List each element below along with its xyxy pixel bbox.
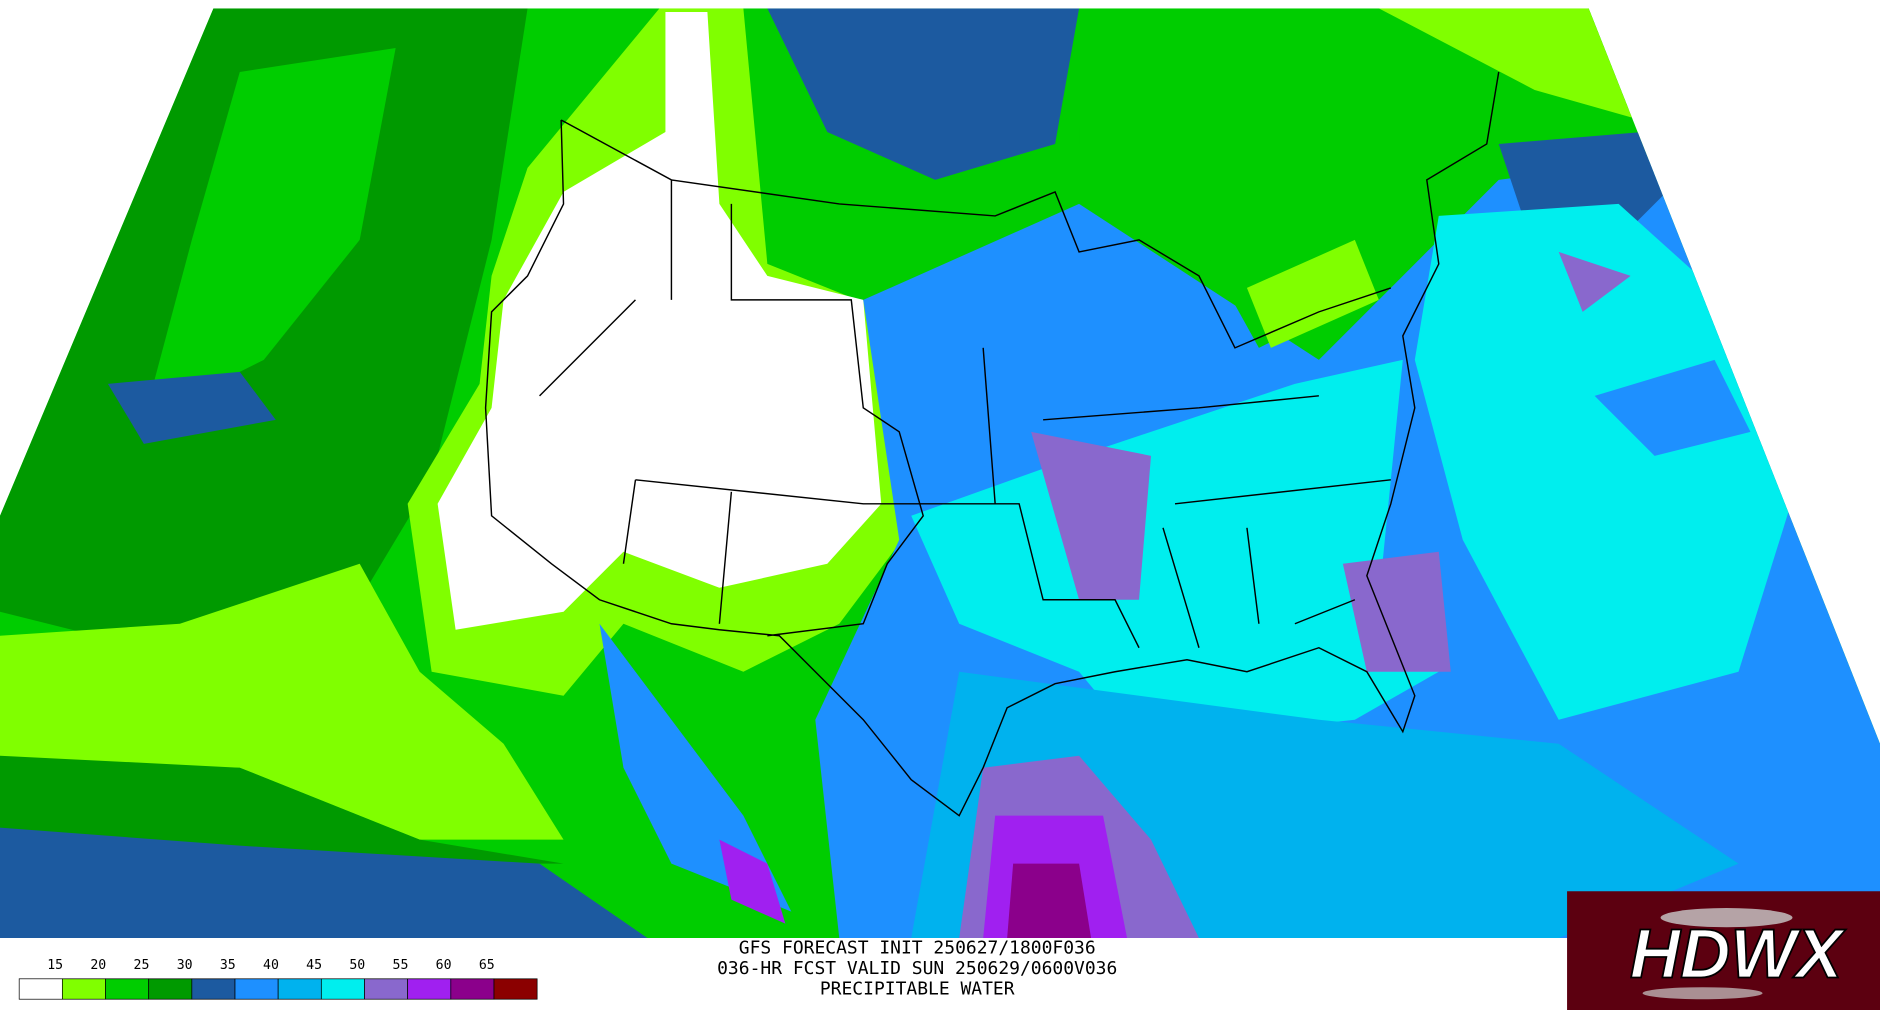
- legend-swatch: [148, 978, 193, 1000]
- legend-swatch: [407, 978, 452, 1000]
- legend-swatch: [18, 978, 63, 1000]
- legend-label: 30: [177, 958, 193, 973]
- legend-swatch: [364, 978, 409, 1000]
- logo-swirl: [1660, 908, 1793, 928]
- logo-text: HDWX: [1630, 915, 1846, 993]
- legend: 15 20 25 30 35 40 45 50 55 60 65: [18, 958, 538, 1000]
- legend-label: 50: [349, 958, 365, 973]
- legend-label: 55: [393, 958, 409, 973]
- legend-swatch: [320, 978, 365, 1000]
- title-line: PRECIPITABLE WATER: [820, 978, 1015, 999]
- legend-label: 35: [220, 958, 236, 973]
- legend-swatch: [191, 978, 236, 1000]
- legend-swatch: [105, 978, 150, 1000]
- legend-label: 15: [47, 958, 63, 973]
- legend-swatch: [277, 978, 322, 1000]
- logo-swirl: [1642, 987, 1763, 1000]
- title-line: GFS FORECAST INIT 250627/1800F036: [739, 938, 1096, 959]
- legend-label: 40: [263, 958, 279, 973]
- legend-swatch: [450, 978, 495, 1000]
- legend-label: 65: [479, 958, 495, 973]
- legend-label: 60: [436, 958, 452, 973]
- precip-map: [0, 8, 1880, 939]
- legend-label: 25: [134, 958, 150, 973]
- legend-label: 45: [306, 958, 322, 973]
- logo: HDWX: [1567, 891, 1880, 1010]
- legend-swatch: [234, 978, 279, 1000]
- legend-swatch: [61, 978, 106, 1000]
- title-line: 036-HR FCST VALID SUN 250629/0600V036: [717, 958, 1117, 979]
- legend-label: 20: [90, 958, 106, 973]
- legend-swatch: [493, 978, 538, 1000]
